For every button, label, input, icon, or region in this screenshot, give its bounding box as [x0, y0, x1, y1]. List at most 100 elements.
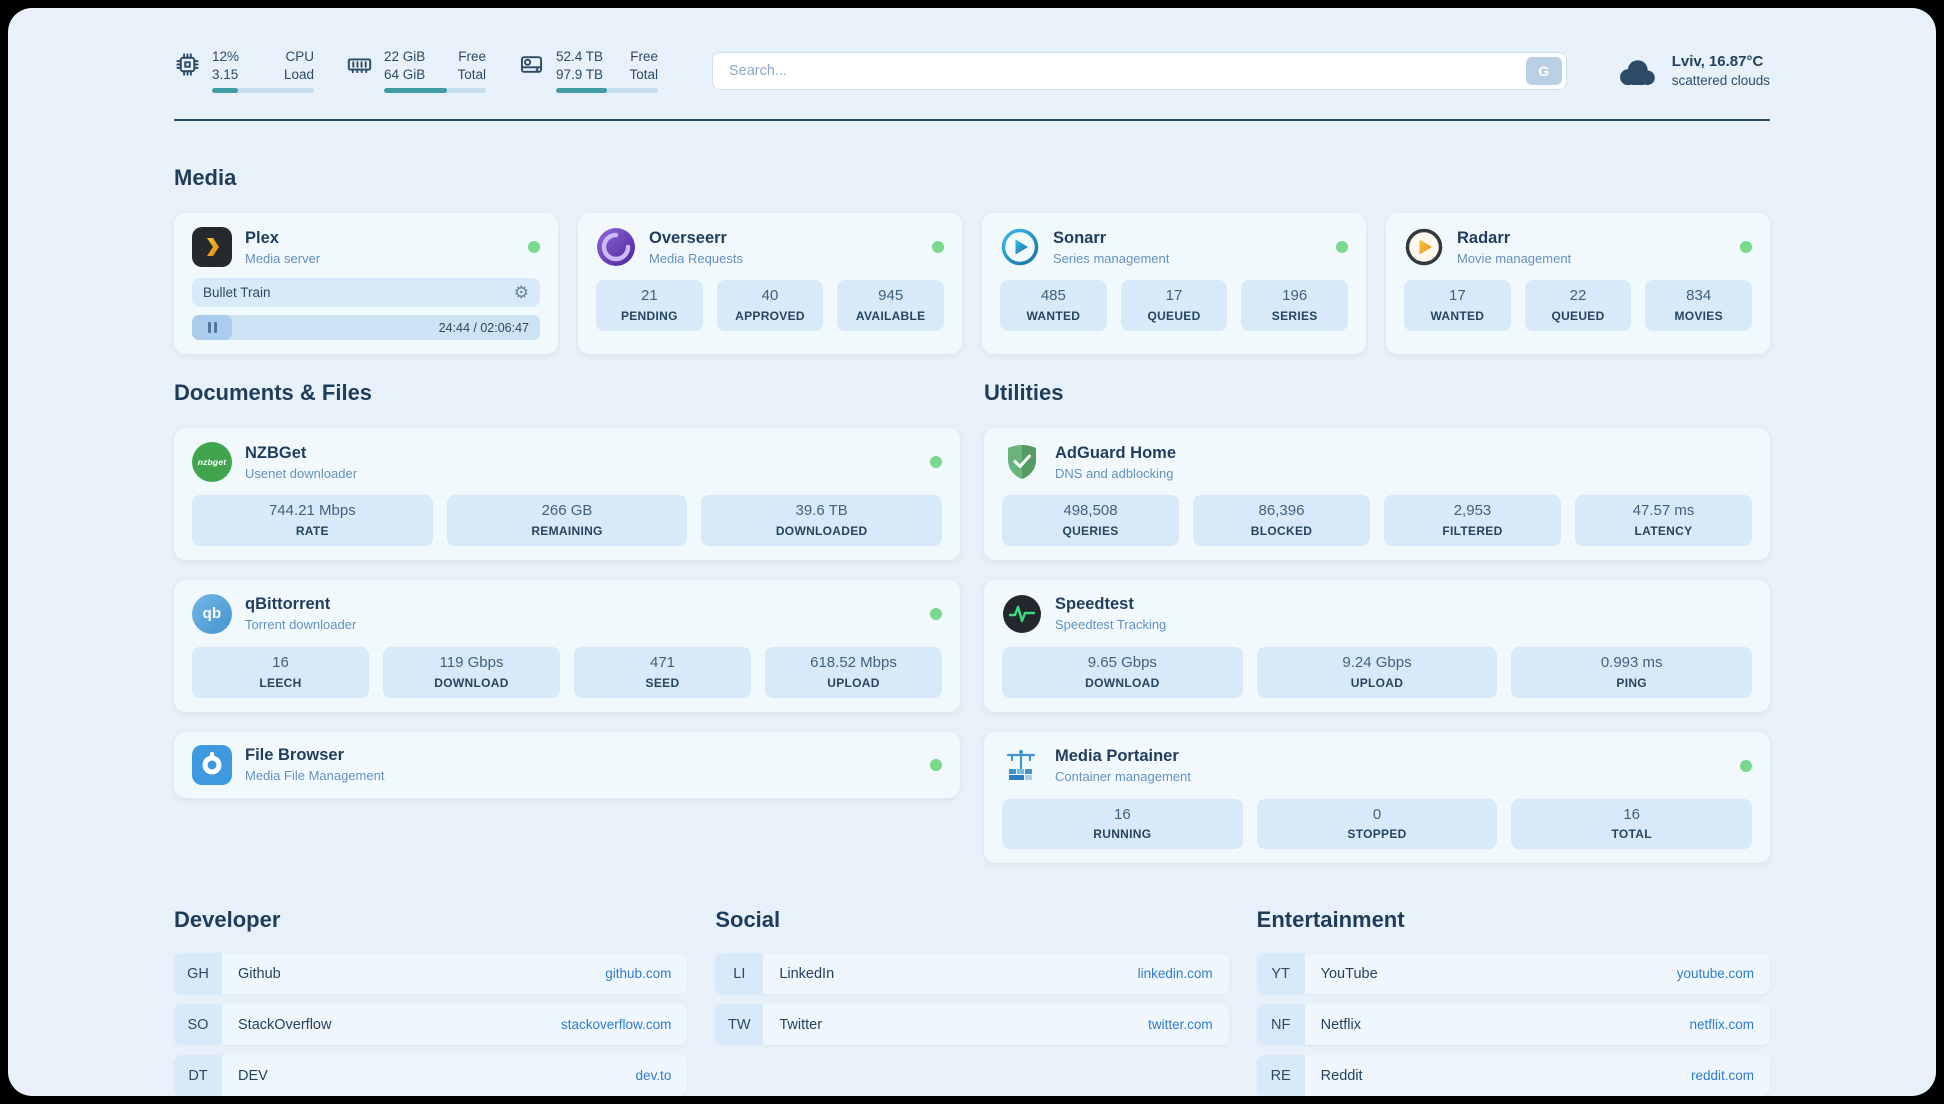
card-header: File Browser Media File Management: [192, 744, 942, 785]
bookmark-url: youtube.com: [1676, 966, 1754, 982]
stat-box: 17 WANTED: [1404, 280, 1511, 331]
disk-progress-bar: [556, 88, 658, 94]
bookmark-heading-developer: Developer: [174, 907, 281, 933]
stat-box: 39.6 TB DOWNLOADED: [701, 495, 943, 546]
bookmark-reddit[interactable]: RE Reddit reddit.com: [1256, 1055, 1770, 1096]
service-description: Media server: [245, 250, 321, 266]
stat-value: 498,508: [1063, 502, 1118, 520]
stat-box: 16 RUNNING: [1002, 798, 1243, 850]
stat-value: 22: [1569, 287, 1587, 305]
bookmark-group-developer: Developer GH Github github.com SO StackO…: [174, 907, 688, 1096]
service-description: Usenet downloader: [245, 465, 358, 481]
stats-row: 16 LEECH 119 Gbps DOWNLOAD 471 SEED: [192, 646, 942, 698]
weather-condition: scattered clouds: [1671, 73, 1770, 89]
gear-icon[interactable]: ⚙: [513, 283, 529, 303]
service-titles: Speedtest Speedtest Tracking: [1055, 595, 1166, 632]
service-card-nzbget[interactable]: nzbget NZBGet Usenet downloader 744.21 M…: [174, 428, 960, 560]
qbittorrent-icon-text: qb: [202, 605, 222, 623]
filebrowser-icon: [192, 744, 232, 785]
stat-box: 86,396 BLOCKED: [1193, 495, 1370, 546]
stat-box: 498,508 QUERIES: [1002, 495, 1179, 546]
stat-label: UPLOAD: [827, 675, 880, 690]
stat-label: MOVIES: [1674, 308, 1723, 323]
stat-value: 9.65 Gbps: [1087, 653, 1157, 671]
search-provider-button[interactable]: G: [1525, 56, 1562, 85]
cpu-row-load: 3.15 Load: [212, 66, 314, 84]
stat-value: 0: [1372, 805, 1382, 823]
service-description: Series management: [1053, 250, 1170, 266]
bookmark-list: GH Github github.com SO StackOverflow st…: [174, 953, 688, 1096]
cpu-progress-bar: [212, 88, 314, 94]
stat-label: TOTAL: [1611, 827, 1652, 842]
overseerr-icon: [596, 227, 636, 267]
bookmark-abbr: TW: [715, 1004, 764, 1046]
status-dot: [930, 456, 942, 469]
service-titles: Overseerr Media Requests: [649, 229, 743, 266]
service-card-sonarr[interactable]: Sonarr Series management 485 WANTED 17 Q…: [982, 213, 1366, 355]
card-header: Overseerr Media Requests: [596, 227, 944, 267]
memory-readout: 22 GiB Free 64 GiB Total: [384, 48, 486, 94]
stat-value: 196: [1282, 287, 1308, 305]
bookmark-youtube[interactable]: YT YouTube youtube.com: [1256, 953, 1770, 995]
service-titles: NZBGet Usenet downloader: [245, 444, 357, 481]
service-card-qbittorrent[interactable]: qb qBittorrent Torrent downloader 16: [174, 579, 960, 712]
stat-box: 0 STOPPED: [1256, 798, 1498, 850]
bookmark-stackoverflow[interactable]: SO StackOverflow stackoverflow.com: [174, 1004, 688, 1046]
service-card-speedtest[interactable]: Speedtest Speedtest Tracking 9.65 Gbps D…: [984, 579, 1770, 712]
search-input[interactable]: [712, 51, 1567, 90]
stat-box: 196 SERIES: [1241, 280, 1349, 331]
pause-button[interactable]: [192, 315, 232, 341]
bookmark-abbr: NF: [1256, 1004, 1305, 1046]
service-card-adguard[interactable]: AdGuard Home DNS and adblocking 498,508 …: [984, 428, 1770, 560]
bookmark-name: Github: [238, 965, 281, 982]
status-dot: [1740, 241, 1752, 254]
cpu-load-label: Load: [283, 66, 314, 82]
status-dot: [930, 607, 942, 620]
service-name: NZBGet: [245, 443, 307, 462]
bookmark-abbr: DT: [174, 1055, 222, 1096]
card-header: Radarr Movie management: [1404, 227, 1752, 267]
memory-widget: 22 GiB Free 64 GiB Total: [346, 48, 486, 94]
stat-label: LEECH: [259, 675, 302, 690]
stat-value: 86,396: [1258, 502, 1305, 520]
status-dot: [1336, 241, 1348, 254]
stat-box: 9.65 Gbps DOWNLOAD: [1002, 646, 1243, 698]
bookmark-url: linkedin.com: [1137, 966, 1213, 982]
bookmark-url: netflix.com: [1689, 1017, 1754, 1033]
service-card-filebrowser[interactable]: File Browser Media File Management: [174, 731, 960, 798]
stat-label: SEED: [645, 675, 680, 690]
service-description: DNS and adblocking: [1055, 465, 1174, 481]
stat-value: 39.6 TB: [795, 502, 848, 520]
stat-label: DOWNLOAD: [434, 675, 509, 690]
memory-free-label: Free: [458, 49, 486, 64]
stat-label: QUEUED: [1551, 308, 1605, 323]
service-card-portainer[interactable]: Media Portainer Container management 16 …: [984, 731, 1770, 864]
service-titles: qBittorrent Torrent downloader: [245, 595, 356, 632]
stat-label: BLOCKED: [1250, 523, 1313, 538]
system-resources: 12% CPU 3.15 Load: [174, 48, 658, 94]
bookmark-linkedin[interactable]: LI LinkedIn linkedin.com: [715, 953, 1229, 995]
service-card-overseerr[interactable]: Overseerr Media Requests 21 PENDING 40 A…: [578, 213, 962, 355]
memory-row-free: 22 GiB Free: [384, 48, 486, 66]
service-name: Speedtest: [1055, 595, 1134, 614]
stat-box: 16 LEECH: [192, 646, 369, 698]
service-card-radarr[interactable]: Radarr Movie management 17 WANTED 22 QUE…: [1386, 213, 1770, 355]
nzbget-icon: nzbget: [192, 442, 232, 483]
plex-icon: [192, 227, 232, 268]
bookmark-netflix[interactable]: NF Netflix netflix.com: [1256, 1004, 1770, 1046]
bookmark-github[interactable]: GH Github github.com: [174, 953, 688, 995]
service-card-plex[interactable]: Plex Media server Bullet Train ⚙ 24:44: [174, 213, 558, 355]
stat-value: 485: [1040, 287, 1066, 305]
bookmark-dev[interactable]: DT DEV dev.to: [174, 1055, 688, 1096]
bookmark-twitter[interactable]: TW Twitter twitter.com: [715, 1004, 1229, 1046]
plex-playback-bar[interactable]: 24:44 / 02:06:47: [192, 315, 540, 341]
stat-label: FILTERED: [1442, 523, 1503, 538]
stat-value: 17: [1448, 287, 1466, 305]
stat-value: 0.993 ms: [1600, 653, 1663, 671]
stat-box: 40 APPROVED: [716, 280, 824, 331]
stat-value: 16: [1113, 805, 1131, 823]
stat-box: 834 MOVIES: [1645, 280, 1753, 331]
service-name: AdGuard Home: [1055, 443, 1177, 462]
bookmark-heading-social: Social: [715, 907, 781, 933]
cpu-usage-label: CPU: [285, 49, 314, 64]
